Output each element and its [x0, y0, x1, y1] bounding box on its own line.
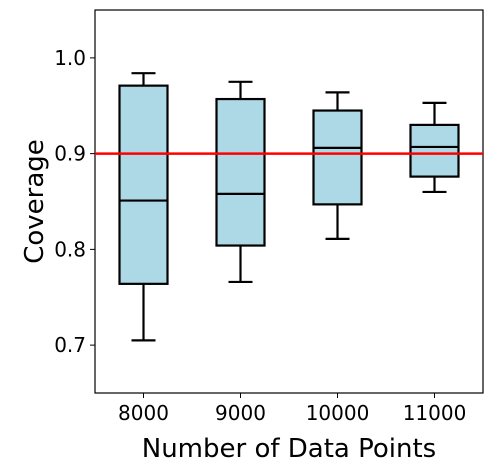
iqr-box — [215, 97, 266, 247]
y-tick-label: 0.8 — [54, 237, 86, 261]
box-group-9000 — [215, 80, 266, 284]
box-group-11000 — [409, 101, 460, 194]
y-axis-title: Coverage — [20, 139, 50, 264]
box-group-8000 — [118, 72, 169, 342]
iqr-box — [409, 123, 460, 178]
x-tick-label: 10000 — [306, 401, 370, 425]
x-tick-label: 8000 — [118, 401, 169, 425]
x-axis-title: Number of Data Points — [142, 434, 436, 464]
x-tick-label: 11000 — [403, 401, 467, 425]
box-marks — [95, 72, 483, 342]
y-tick-label: 0.7 — [54, 333, 86, 357]
y-axis-ticks: 0.7 0.8 0.9 1.0 — [54, 46, 95, 357]
box-group-10000 — [312, 91, 363, 240]
x-axis-ticks: 8000 9000 10000 11000 — [118, 393, 466, 425]
plot-area — [94, 9, 484, 394]
x-tick-label: 9000 — [215, 401, 266, 425]
iqr-box — [118, 84, 169, 285]
y-tick-label: 0.9 — [54, 142, 86, 166]
y-tick-label: 1.0 — [54, 46, 86, 70]
iqr-box — [312, 109, 363, 206]
